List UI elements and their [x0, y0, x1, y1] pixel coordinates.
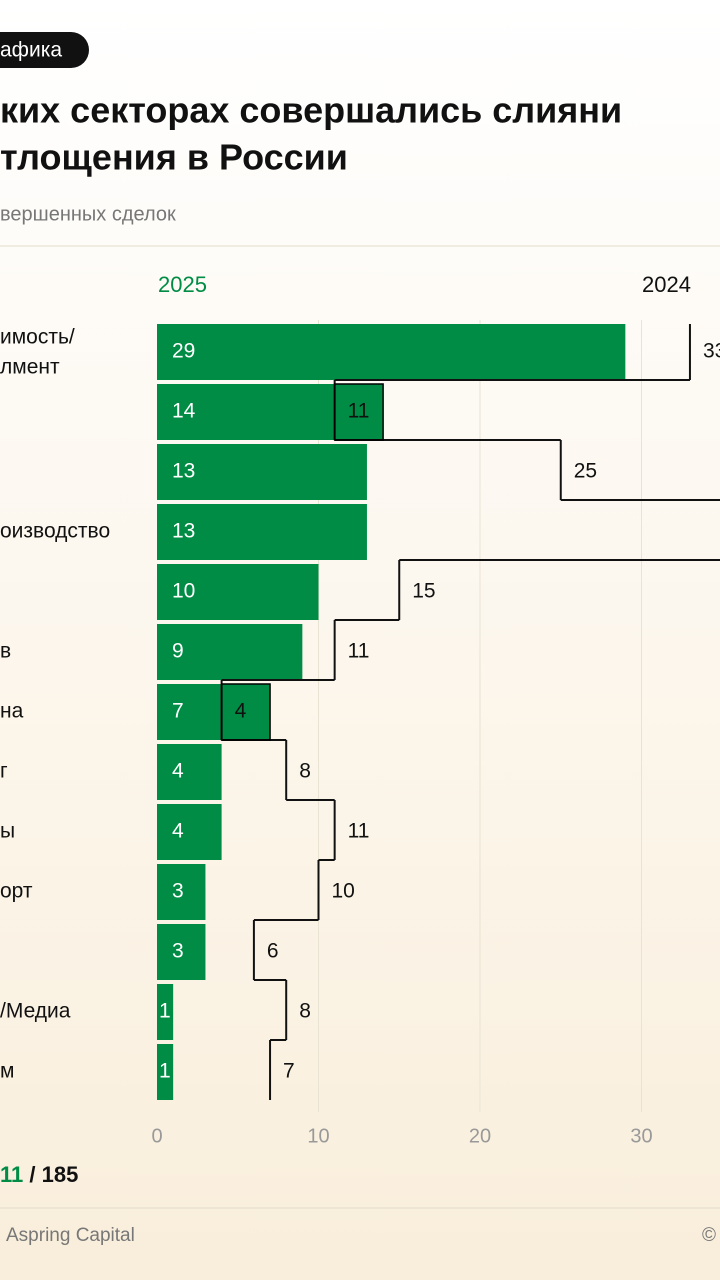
category-label: орт [0, 880, 33, 903]
step-label: 33 [703, 340, 720, 363]
overlap-box [220, 683, 271, 741]
category-label: оизводство [0, 520, 110, 543]
x-tick-label: 30 [630, 1125, 652, 1147]
overlap-box [333, 383, 384, 441]
step-label: 8 [299, 760, 311, 783]
bar-label: 14 [172, 400, 196, 423]
bar [157, 324, 626, 380]
title-line: ких секторах совершались слияни [0, 90, 622, 131]
bar [157, 924, 206, 980]
category-label: г [0, 760, 8, 783]
step-label: 4 [235, 700, 247, 723]
bar [157, 444, 367, 500]
x-tick-label: 10 [307, 1125, 329, 1147]
step-label: 10 [332, 880, 355, 903]
source: Aspring Capital [6, 1225, 135, 1246]
category-label: в [0, 640, 11, 663]
bar [157, 984, 174, 1040]
category-label: имость/ [0, 326, 75, 349]
bar-label: 29 [172, 340, 195, 363]
category-label: м [0, 1060, 14, 1083]
legend-2025: 2025 [158, 272, 207, 297]
x-tick-label: 20 [469, 1125, 491, 1147]
bar-label: 4 [172, 820, 184, 843]
total-previous: 185 [42, 1162, 79, 1187]
category-label: на [0, 700, 24, 723]
bar-label: 13 [172, 520, 195, 543]
bar-label: 3 [172, 880, 184, 903]
category-label: /Медиа [0, 1000, 71, 1023]
badge-bg [0, 32, 89, 68]
step-label: 11 [348, 400, 370, 423]
bar [157, 744, 222, 800]
bar-label: 1 [159, 1000, 171, 1023]
bar [157, 504, 367, 560]
legend-2024: 2024 [642, 272, 691, 297]
bar-label: 7 [172, 700, 184, 723]
bar-label: 10 [172, 580, 195, 603]
bar [157, 564, 319, 620]
category-label: лмент [0, 356, 60, 379]
step-label: 11 [348, 640, 370, 663]
x-tick-label: 0 [151, 1125, 162, 1147]
step-label: 7 [283, 1060, 295, 1083]
bar-label: 9 [172, 640, 184, 663]
step-label: 11 [348, 820, 370, 843]
badge: афика [0, 39, 62, 62]
bar [157, 804, 222, 860]
bar-label: 1 [159, 1060, 171, 1083]
bar-label: 4 [172, 760, 184, 783]
bar [157, 684, 271, 740]
step-label: 8 [299, 1000, 311, 1023]
bar-label: 13 [172, 460, 195, 483]
bar [157, 384, 384, 440]
title-line: тлощения в России [0, 137, 348, 178]
subtitle: вершенных сделок [0, 203, 176, 225]
step-label: 15 [412, 580, 435, 603]
step-label: 25 [574, 460, 597, 483]
copyright: © [702, 1225, 716, 1246]
bar-label: 3 [172, 940, 184, 963]
bar [157, 864, 206, 920]
totals: 11 / 185 [0, 1162, 78, 1187]
category-label: ы [0, 820, 15, 843]
step-label: 6 [267, 940, 279, 963]
bar [157, 624, 303, 680]
bar [157, 1044, 174, 1100]
total-current: 11 [0, 1162, 23, 1187]
